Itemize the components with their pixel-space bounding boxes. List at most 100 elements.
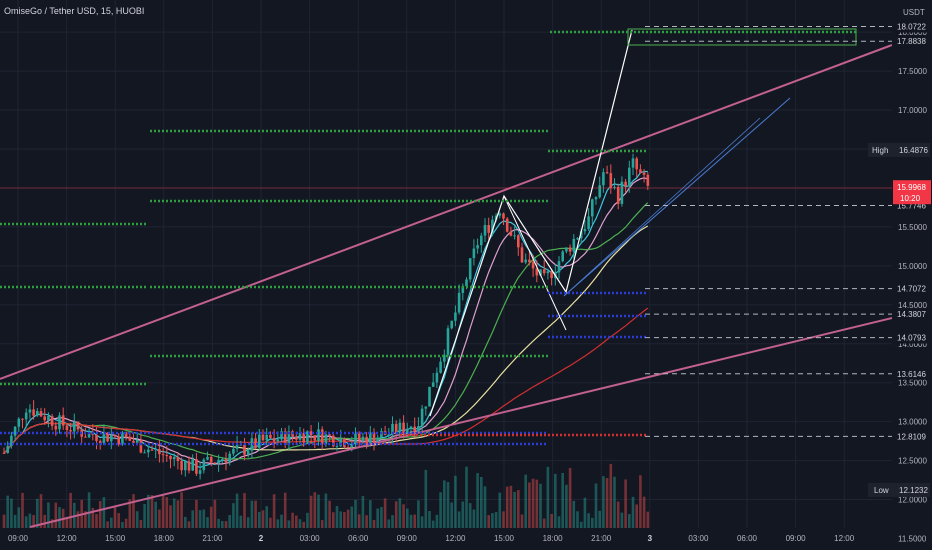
- volume-bar: [480, 476, 483, 528]
- volume-bar: [95, 514, 98, 528]
- volume-bar: [265, 506, 268, 528]
- candle-body: [332, 435, 335, 447]
- high-tag: [868, 142, 930, 157]
- volume-bar: [87, 492, 91, 528]
- candle-body: [95, 434, 98, 441]
- x-tick-label: 15:00: [494, 534, 515, 543]
- volume-bar: [84, 511, 87, 528]
- candle-body: [106, 432, 109, 442]
- candle-body: [84, 436, 87, 438]
- candle-body: [605, 172, 609, 174]
- candle-body: [65, 425, 69, 431]
- low-label: Low: [874, 486, 889, 495]
- volume-bar: [609, 463, 613, 528]
- volume-bar: [594, 483, 598, 528]
- candle-body: [176, 457, 180, 462]
- candle-body: [365, 436, 368, 445]
- volume-bar: [198, 510, 202, 528]
- volume-bar: [184, 516, 187, 528]
- candle-body: [172, 457, 176, 460]
- volume-bar: [154, 501, 157, 528]
- volume-bar: [36, 498, 39, 528]
- candle-body: [261, 434, 265, 441]
- x-tick-label: 21:00: [591, 534, 612, 543]
- candle-body: [102, 432, 106, 444]
- candle-body: [283, 431, 287, 445]
- volume-bar: [579, 521, 583, 528]
- volume-bar: [454, 475, 457, 528]
- candle-body: [646, 174, 650, 186]
- candle-body: [309, 431, 313, 436]
- volume-bar: [309, 495, 313, 528]
- volume-bar: [413, 514, 416, 528]
- candle-body: [620, 181, 624, 204]
- volume-bar: [43, 514, 46, 528]
- volume-bar: [239, 515, 243, 528]
- candle-body: [594, 197, 598, 200]
- volume-bar: [13, 514, 17, 528]
- volume-bar: [424, 469, 428, 528]
- grid: [0, 0, 892, 540]
- volume-bar: [106, 521, 109, 528]
- ma-slow: [3, 202, 649, 460]
- volume-bar: [280, 514, 283, 528]
- volume-bar: [557, 516, 561, 528]
- candle-body: [54, 425, 58, 430]
- volume-bar: [554, 473, 557, 528]
- volume-bar: [161, 494, 165, 528]
- candle-body: [480, 235, 483, 246]
- volume-bar: [191, 510, 194, 528]
- candle-body: [202, 459, 206, 471]
- volume-bar: [69, 492, 72, 528]
- volume-bar: [616, 501, 620, 528]
- volume-bar: [365, 515, 368, 528]
- volume-bar: [91, 507, 95, 528]
- volume-bar: [147, 494, 150, 528]
- volume-bar: [406, 508, 409, 528]
- trend-fan-2: [563, 117, 761, 297]
- volume-bar: [587, 513, 590, 528]
- volume-bar: [339, 511, 342, 528]
- candle-body: [439, 361, 442, 373]
- candle-body: [505, 218, 509, 232]
- volume-bar: [394, 501, 398, 528]
- volume-bar: [39, 494, 43, 528]
- ma-fast: [3, 170, 648, 469]
- candle-body: [583, 228, 587, 232]
- price-level-label: 17.8838: [897, 37, 926, 46]
- volume-bar: [565, 484, 568, 528]
- price-level-label: 15.7746: [897, 202, 926, 211]
- low-value: 12.1232: [899, 486, 928, 495]
- volume-bar: [24, 516, 28, 528]
- candle-body: [302, 433, 305, 443]
- volume-bar: [102, 497, 106, 528]
- x-tick-label: 2: [259, 534, 264, 543]
- candle-body: [209, 456, 213, 463]
- candle-body: [339, 438, 342, 447]
- volume-bar: [465, 466, 468, 528]
- candle-body: [139, 440, 143, 453]
- candle-body: [387, 434, 391, 436]
- candle-body: [320, 429, 324, 445]
- volume-bar: [409, 514, 413, 528]
- volume-bar: [187, 521, 191, 528]
- channel-lower-line: [29, 317, 893, 528]
- candle-body: [502, 213, 505, 219]
- volume-bar: [313, 492, 317, 528]
- candle-body: [228, 453, 231, 463]
- volume-bar: [576, 511, 579, 528]
- candle-body: [184, 461, 187, 471]
- price-level-tag: [894, 20, 930, 33]
- candle-body: [224, 459, 228, 463]
- volume-bar: [235, 493, 239, 528]
- volume-bar: [128, 499, 132, 528]
- volume-bar: [391, 515, 394, 528]
- candle-body: [36, 411, 39, 416]
- volume-bar: [535, 479, 539, 528]
- volume-bar: [494, 512, 498, 528]
- volume-bar: [224, 521, 228, 528]
- y-tick-label: 17.5000: [898, 67, 927, 76]
- candle-body: [369, 432, 372, 445]
- candle-body: [317, 429, 320, 441]
